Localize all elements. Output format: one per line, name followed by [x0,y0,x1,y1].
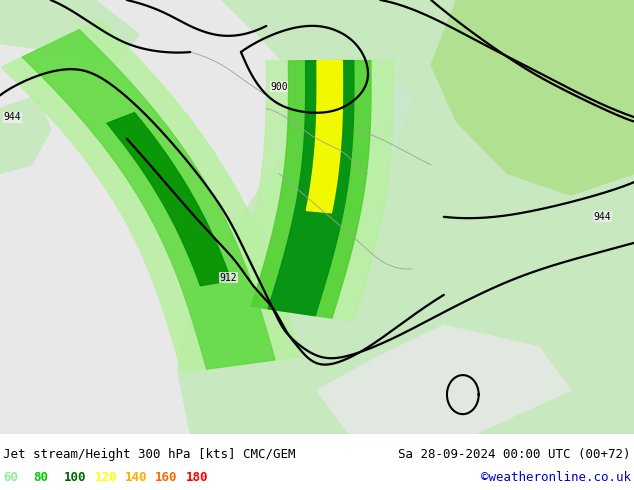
Polygon shape [268,61,354,316]
Text: Sa 28-09-2024 00:00 UTC (00+72): Sa 28-09-2024 00:00 UTC (00+72) [398,448,631,461]
Text: 80: 80 [34,471,49,484]
Text: 100: 100 [64,471,86,484]
Text: 160: 160 [155,471,178,484]
Text: 944: 944 [4,112,22,122]
Text: 180: 180 [186,471,208,484]
Polygon shape [0,0,139,65]
Polygon shape [0,96,51,173]
Text: 140: 140 [125,471,147,484]
Polygon shape [1,20,300,372]
Polygon shape [107,113,231,286]
Polygon shape [279,78,412,173]
Text: ©weatheronline.co.uk: ©weatheronline.co.uk [481,471,631,484]
Text: 900: 900 [270,82,288,92]
Text: 912: 912 [219,272,237,283]
Polygon shape [306,61,342,213]
Polygon shape [22,30,275,369]
Polygon shape [251,61,371,318]
Text: 60: 60 [3,471,18,484]
Polygon shape [431,0,634,195]
Text: 120: 120 [94,471,117,484]
Text: Jet stream/Height 300 hPa [kts] CMC/GEM: Jet stream/Height 300 hPa [kts] CMC/GEM [3,448,295,461]
Polygon shape [317,325,571,434]
Text: 944: 944 [593,212,611,222]
Polygon shape [178,0,634,434]
Polygon shape [230,60,393,321]
